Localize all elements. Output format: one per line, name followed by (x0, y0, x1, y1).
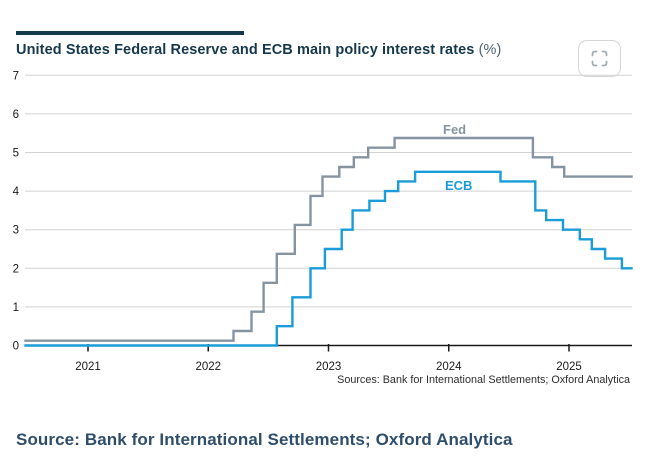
y-tick-label-5: 5 (13, 148, 19, 160)
footer-source-caption: Source: Bank for International Settlemen… (16, 430, 513, 449)
y-tick-label-7: 7 (13, 70, 19, 82)
fed-rate-line (24, 136, 633, 342)
chart-title: United States Federal Reserve and ECB ma… (16, 42, 561, 58)
fullscreen-button[interactable] (578, 40, 621, 77)
x-tick-label-2021: 2021 (75, 361, 101, 373)
x-tick-label-2022: 2022 (195, 361, 221, 373)
y-tick-label-2: 2 (13, 263, 19, 275)
chart-sources-note: Sources: Bank for International Settleme… (337, 374, 630, 386)
y-tick-label-6: 6 (13, 109, 19, 121)
fed-series-label: Fed (443, 122, 466, 137)
ecb-rate-line (24, 170, 633, 347)
y-tick-label-1: 1 (13, 302, 19, 314)
x-tick-label-2025: 2025 (556, 361, 582, 373)
chart-title-unit: (%) (474, 42, 502, 58)
x-axis-labels: 2021 2022 2023 2024 2025 (75, 361, 582, 373)
policy-rates-chart: 0 1 2 3 4 5 6 7 2021 2022 2023 2024 2025 Fed ECB So… (13, 70, 633, 386)
y-tick-label-4: 4 (13, 186, 20, 198)
y-tick-label-0: 0 (13, 341, 19, 353)
ecb-series-label: ECB (445, 178, 472, 193)
x-tick-label-2023: 2023 (316, 361, 342, 373)
fullscreen-expand-icon (591, 50, 608, 67)
chart-title-text: United States Federal Reserve and ECB ma… (16, 42, 475, 58)
title-accent-bar (16, 31, 244, 35)
x-tick-label-2024: 2024 (436, 361, 462, 373)
y-tick-label-3: 3 (13, 225, 19, 237)
series-lines (24, 136, 633, 347)
y-axis-labels: 0 1 2 3 4 5 6 7 (13, 70, 20, 352)
